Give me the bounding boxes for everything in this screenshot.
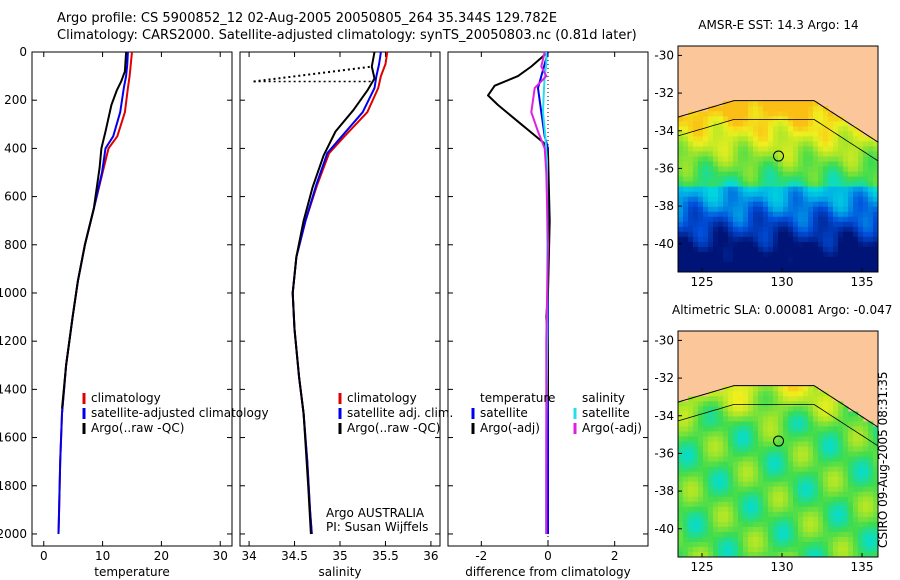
salinity-xtick-label: 35.5 xyxy=(372,549,399,563)
difference-xtick-label: 2 xyxy=(611,549,619,563)
salinity-xtick-label: 34 xyxy=(241,549,256,563)
sst-map-frame xyxy=(677,45,879,273)
depth-tick-label: 1600 xyxy=(0,431,27,445)
temperature-legend-argo-label: Argo(..raw -QC) xyxy=(91,421,184,435)
sst-map-coastline xyxy=(678,100,878,143)
sla-map-ytick-label: -40 xyxy=(654,522,674,536)
salinity-frame xyxy=(239,51,441,547)
sst-map-argo-marker xyxy=(773,150,785,162)
sla-map-frame xyxy=(677,330,879,558)
sla-map-ytick-label: -34 xyxy=(654,409,674,423)
temperature-series-2 xyxy=(61,51,128,409)
salinity-panel: 34 34.5 35 35.5 36 salinity xyxy=(239,51,441,579)
salinity-series-2 xyxy=(291,51,376,535)
sst-map-contour xyxy=(678,119,878,162)
sla-map-field xyxy=(678,331,878,557)
sla-map-ytick-label: -30 xyxy=(654,333,674,347)
difference-xlabel: difference from climatology xyxy=(465,565,631,579)
salinity-argo-spike xyxy=(253,65,373,83)
sla-map-contour xyxy=(678,403,878,447)
salinity-xtick-label: 36 xyxy=(423,549,438,563)
salinity-legend-satellite-label: satellite adj. clim. xyxy=(347,406,453,420)
sst-map-ytick-label: -40 xyxy=(654,237,674,251)
sst-map-ytick-label: -34 xyxy=(654,124,674,138)
depth-tick-label: 800 xyxy=(4,238,27,252)
sla-map-argo-marker xyxy=(773,435,785,447)
depth-tick-label: 0 xyxy=(19,45,27,59)
depth-tick-label: 600 xyxy=(4,190,27,204)
salinity-legend-climatology-label: climatology xyxy=(347,391,417,405)
temperature-xlabel: temperature xyxy=(94,565,169,579)
sst-map-title: AMSR-E SST: 14.3 Argo: 14 xyxy=(698,18,859,32)
difference-legend-header-temperature: temperature xyxy=(480,391,555,405)
depth-tick-label: 1400 xyxy=(0,382,27,396)
difference-xtick-label: -2 xyxy=(475,549,487,563)
temperature-legend-satellite-label: satellite-adjusted climatology xyxy=(91,406,269,420)
temperature-xtick-label: 30 xyxy=(213,549,228,563)
sst-map-xtick-label: 135 xyxy=(851,275,874,289)
figure-title-line1: Argo profile: CS 5900852_12 02-Aug-2005 … xyxy=(57,11,558,26)
sst-map-ytick-label: -36 xyxy=(654,161,674,175)
difference-legend-sal-satellite-label: satellite xyxy=(582,406,630,420)
sst-map-xtick-label: 125 xyxy=(691,275,714,289)
depth-tick-label: 400 xyxy=(4,141,27,155)
difference-series-3 xyxy=(530,51,549,534)
depth-tick-label: 1200 xyxy=(0,334,27,348)
sla-map-xtick-label: 130 xyxy=(771,560,794,574)
difference-xtick-label: 0 xyxy=(544,549,552,563)
sst-map-xtick-label: 130 xyxy=(771,275,794,289)
temperature-xtick-label: 20 xyxy=(154,549,169,563)
salinity-xtick-label: 34.5 xyxy=(281,549,308,563)
salinity-xtick-label: 35 xyxy=(332,549,347,563)
difference-legend-temp-satellite-label: satellite xyxy=(480,406,528,420)
sla-map-xtick-label: 135 xyxy=(851,560,874,574)
sla-map-title: Altimetric SLA: 0.00081 Argo: -0.047 xyxy=(672,303,893,317)
temperature-panel: 0 10 20 30 temperature 0 200 400 600 800 1000 1200 1… xyxy=(0,45,233,579)
salinity-annotation-pi: PI: Susan Wijffels xyxy=(326,520,428,534)
temperature-xtick-label: 10 xyxy=(95,549,110,563)
difference-legend-temp-argo-label: Argo(-adj) xyxy=(480,421,540,435)
temperature-legend-climatology-label: climatology xyxy=(91,391,161,405)
sst-map-ytick-label: -32 xyxy=(654,86,674,100)
sla-map-ytick-label: -36 xyxy=(654,446,674,460)
difference-legend-sal-argo-label: Argo(-adj) xyxy=(582,421,642,435)
difference-panel: -2 0 2 difference from climatology xyxy=(447,51,649,579)
sla-map-coastline xyxy=(678,385,878,428)
depth-tick-label: 1800 xyxy=(0,479,27,493)
salinity-annotation-program: Argo AUSTRALIA xyxy=(326,506,425,520)
sla-map-ytick-label: -38 xyxy=(654,484,674,498)
depth-tick-label: 2000 xyxy=(0,527,27,541)
sst-map-ytick-label: -30 xyxy=(654,48,674,62)
depth-tick-label: 1000 xyxy=(0,286,27,300)
sst-map-ytick-label: -38 xyxy=(654,199,674,213)
difference-legend-header-salinity: salinity xyxy=(582,391,625,405)
temperature-frame xyxy=(31,51,233,547)
salinity-xlabel: salinity xyxy=(318,565,361,579)
salinity-legend-argo-label: Argo(..raw -QC) xyxy=(347,421,440,435)
sla-map-ytick-label: -32 xyxy=(654,371,674,385)
temperature-xtick-label: 0 xyxy=(40,549,48,563)
sla-map-xtick-label: 125 xyxy=(691,560,714,574)
figure-title-line2: Climatology: CARS2000. Satellite-adjuste… xyxy=(57,28,637,43)
sst-map-field xyxy=(678,46,878,272)
depth-tick-label: 200 xyxy=(4,93,27,107)
